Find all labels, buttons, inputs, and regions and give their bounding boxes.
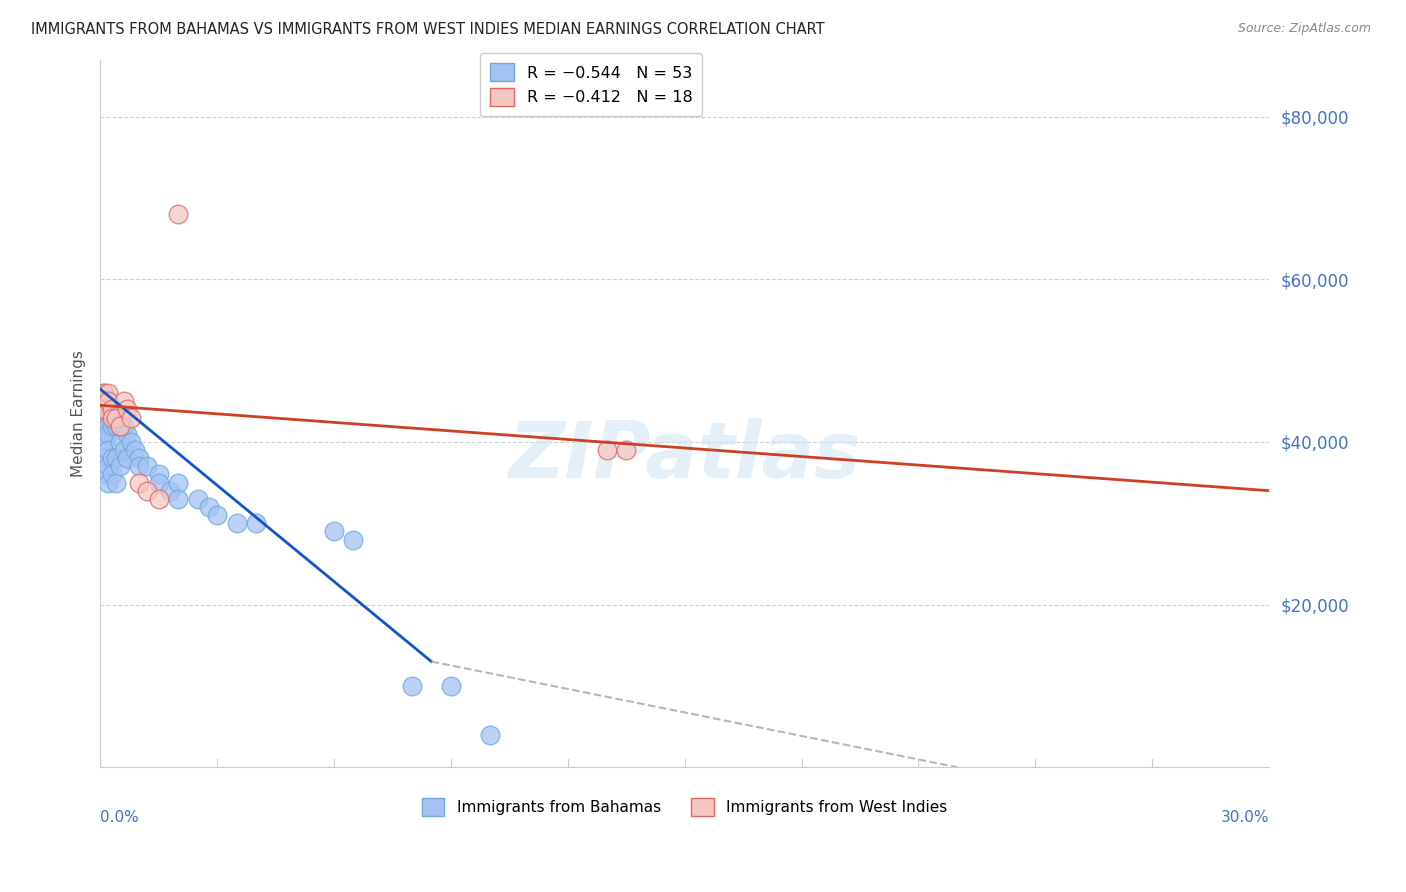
Point xyxy=(117,451,139,466)
Point xyxy=(97,443,120,458)
Point xyxy=(101,410,124,425)
Text: ZIPatlas: ZIPatlas xyxy=(509,417,860,494)
Point xyxy=(93,451,115,466)
Point xyxy=(205,508,228,522)
Point xyxy=(93,394,115,409)
Point xyxy=(120,410,142,425)
Text: 30.0%: 30.0% xyxy=(1220,810,1270,825)
Point xyxy=(120,434,142,449)
Point xyxy=(124,443,146,458)
Point xyxy=(104,410,127,425)
Point xyxy=(117,402,139,417)
Text: Source: ZipAtlas.com: Source: ZipAtlas.com xyxy=(1237,22,1371,36)
Point xyxy=(322,524,344,539)
Point xyxy=(167,491,190,506)
Point xyxy=(614,443,637,458)
Point xyxy=(93,434,115,449)
Point xyxy=(159,483,181,498)
Point xyxy=(117,426,139,441)
Point xyxy=(167,475,190,490)
Point xyxy=(97,475,120,490)
Point xyxy=(101,402,124,417)
Text: 0.0%: 0.0% xyxy=(100,810,139,825)
Point xyxy=(135,459,157,474)
Point xyxy=(595,443,617,458)
Point xyxy=(101,402,124,417)
Point xyxy=(93,394,115,409)
Point xyxy=(104,410,127,425)
Point xyxy=(342,533,364,547)
Point xyxy=(93,386,115,401)
Y-axis label: Median Earnings: Median Earnings xyxy=(72,350,86,477)
Point xyxy=(112,394,135,409)
Point xyxy=(112,443,135,458)
Point xyxy=(97,426,120,441)
Point xyxy=(93,467,115,482)
Point xyxy=(101,410,124,425)
Point xyxy=(93,410,115,425)
Point xyxy=(198,500,221,514)
Text: IMMIGRANTS FROM BAHAMAS VS IMMIGRANTS FROM WEST INDIES MEDIAN EARNINGS CORRELATI: IMMIGRANTS FROM BAHAMAS VS IMMIGRANTS FR… xyxy=(31,22,824,37)
Point xyxy=(104,475,127,490)
Point xyxy=(148,475,170,490)
Point xyxy=(108,459,131,474)
Point xyxy=(97,394,120,409)
Point xyxy=(478,728,501,742)
Point xyxy=(97,418,120,433)
Point xyxy=(101,467,124,482)
Point xyxy=(97,386,120,401)
Point xyxy=(167,207,190,221)
Point xyxy=(93,402,115,417)
Point xyxy=(245,516,267,531)
Point xyxy=(108,418,131,433)
Point xyxy=(93,386,115,401)
Point xyxy=(97,410,120,425)
Point xyxy=(101,418,124,433)
Point xyxy=(135,483,157,498)
Point xyxy=(112,418,135,433)
Point xyxy=(97,394,120,409)
Point xyxy=(108,434,131,449)
Point xyxy=(108,418,131,433)
Point xyxy=(104,418,127,433)
Point xyxy=(128,451,150,466)
Point xyxy=(148,467,170,482)
Point xyxy=(148,491,170,506)
Point xyxy=(440,679,463,693)
Point xyxy=(128,459,150,474)
Point xyxy=(93,426,115,441)
Point xyxy=(93,418,115,433)
Point xyxy=(104,451,127,466)
Point xyxy=(101,451,124,466)
Point xyxy=(225,516,247,531)
Point xyxy=(97,402,120,417)
Point xyxy=(97,459,120,474)
Point xyxy=(93,402,115,417)
Legend: Immigrants from Bahamas, Immigrants from West Indies: Immigrants from Bahamas, Immigrants from… xyxy=(413,790,955,823)
Point xyxy=(401,679,423,693)
Point xyxy=(128,475,150,490)
Point xyxy=(186,491,208,506)
